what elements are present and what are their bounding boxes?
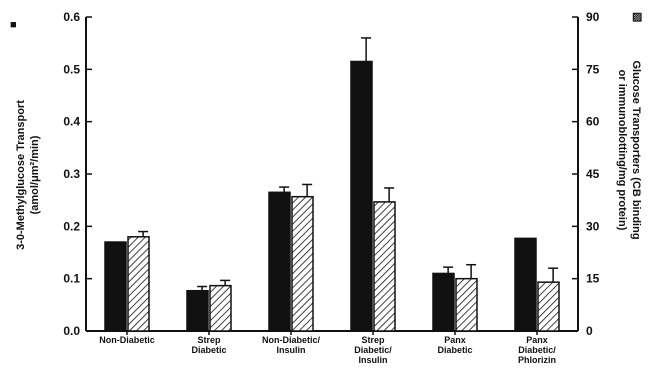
right-y-axis: 0 15 30 45 60 75 90 [572, 10, 600, 338]
transporters-bar [373, 201, 396, 332]
right-tick-label: 0 [586, 324, 593, 338]
transport-bar [432, 272, 455, 332]
category-label: Panx Diabetic/Phlorizin [518, 335, 556, 365]
x-axis: Non-Diabetic Strep Diabetic Non-Diabetic/In… [86, 330, 578, 365]
transporters-bar [291, 195, 314, 332]
transport-bar [186, 289, 209, 332]
left-tick-label: 0.3 [63, 167, 80, 181]
transporters-bar [455, 277, 478, 332]
transporters-bar [537, 281, 560, 332]
transport-bar [514, 237, 537, 332]
bars [104, 37, 560, 332]
right-tick-label: 75 [586, 62, 600, 76]
right-tick-label: 30 [586, 219, 600, 233]
left-tick-label: 0.4 [63, 115, 80, 129]
right-tick-label: 90 [586, 10, 600, 24]
transport-bar [104, 241, 127, 332]
transport-bar [268, 191, 291, 332]
right-series-marker: ▨ [632, 11, 642, 23]
category-label: Strep Diabetic [191, 335, 226, 355]
left-tick-label: 0.5 [63, 62, 80, 76]
left-tick-label: 0.2 [63, 219, 80, 233]
axis-titles: 3-0-Methylglucose Transport (amol/μm²/min… [10, 11, 642, 250]
left-tick-label: 0.6 [63, 10, 80, 24]
left-series-marker: ■ [10, 19, 17, 31]
left-axis-title: 3-0-Methylglucose Transport (amol/μm²/min… [15, 100, 41, 250]
category-label: Non-Diabetic [99, 335, 155, 345]
transporters-bar [127, 236, 150, 332]
left-y-axis: 0.0 0.1 0.2 0.3 0.4 0.5 0.6 [63, 10, 92, 338]
right-tick-label: 15 [586, 272, 600, 286]
category-label: Non-Diabetic/Insulin [262, 335, 321, 355]
right-tick-label: 60 [586, 115, 600, 129]
right-axis-title: Glucose Transporters (CB bindingor immun… [616, 60, 642, 239]
category-label: Strep Diabetic/Insulin [354, 335, 392, 365]
transport-bar [350, 60, 373, 332]
transporters-bar [209, 284, 232, 332]
right-tick-label: 45 [586, 167, 600, 181]
category-label: Panx Diabetic [437, 335, 472, 355]
left-tick-label: 0.0 [63, 324, 80, 338]
left-tick-label: 0.1 [63, 272, 80, 286]
